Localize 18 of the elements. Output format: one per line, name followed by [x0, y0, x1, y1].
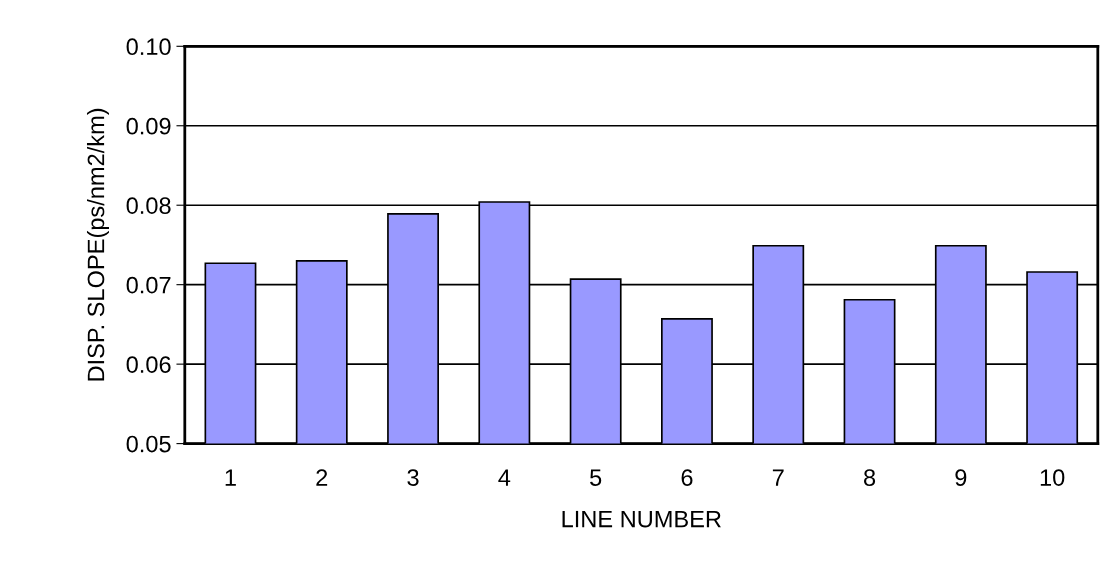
x-tick-label: 10	[1040, 469, 1065, 486]
y-tick-label: 0.05	[126, 435, 171, 453]
y-tick-label: 0.08	[126, 197, 171, 214]
y-axis-title: DISP. SLOPE(ps/nm2/km)	[86, 108, 109, 381]
x-tick-label: 3	[407, 469, 419, 486]
y-tick-label: 0.10	[126, 38, 171, 56]
x-tick-label: 2	[316, 469, 328, 486]
x-tick-label: 6	[681, 469, 693, 486]
x-tick-label: 4	[498, 469, 511, 486]
y-tick-label: 0.09	[126, 117, 171, 135]
x-tick-label: 1	[225, 469, 236, 486]
y-tick-label: 0.07	[126, 276, 171, 294]
y-tick-label: 0.06	[126, 356, 171, 373]
x-tick-label: 8	[864, 469, 876, 486]
x-tick-label: 7	[772, 469, 784, 486]
x-axis-title: LINE NUMBER	[562, 510, 721, 528]
x-tick-label: 9	[955, 469, 967, 486]
x-tick-label: 5	[590, 469, 602, 486]
